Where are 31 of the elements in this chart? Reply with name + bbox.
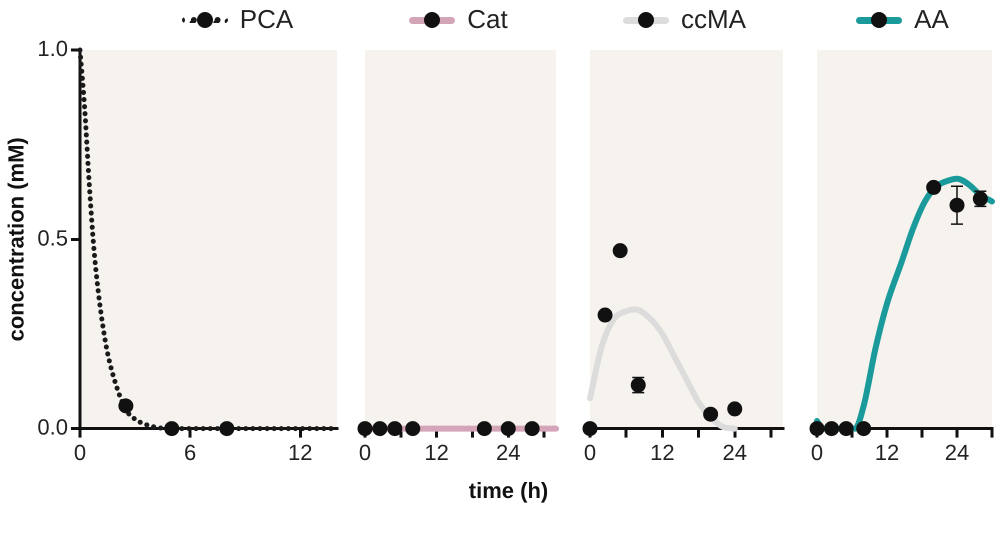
- point: [598, 308, 613, 323]
- point: [838, 421, 854, 436]
- y-tick-label: 0.0: [37, 414, 68, 440]
- x-tick-label: 6: [184, 440, 196, 465]
- point: [824, 421, 840, 436]
- x-tick-label: 12: [874, 440, 900, 465]
- x-tick-label: 12: [650, 440, 675, 465]
- x-tick-label: 0: [74, 440, 86, 465]
- point: [926, 180, 942, 195]
- x-tick-label: 12: [288, 440, 313, 465]
- point: [856, 421, 872, 436]
- point: [612, 243, 628, 258]
- point: [703, 406, 718, 422]
- legend-label: ccMA: [681, 4, 746, 35]
- legend-label: AA: [914, 4, 949, 35]
- x-axis-title: time (h): [468, 478, 550, 504]
- point: [727, 401, 742, 416]
- x-tick-label: 12: [424, 440, 449, 465]
- x-tick-label: 24: [496, 440, 520, 465]
- x-tick-label: 0: [810, 440, 824, 465]
- point: [810, 421, 824, 436]
- y-axis-title: concentration (mM): [3, 137, 28, 342]
- x-tick-label: 24: [722, 440, 747, 465]
- x-tick-label: 0: [358, 440, 372, 465]
- point: [582, 421, 598, 436]
- x-tick-label: 24: [944, 440, 970, 465]
- y-tick-label: 1.0: [37, 36, 68, 62]
- y-tick-label: 0.5: [37, 225, 68, 250]
- legend-label: PCA: [240, 4, 294, 35]
- x-tick-label: 0: [584, 440, 596, 465]
- legend-label: Cat: [467, 4, 508, 35]
